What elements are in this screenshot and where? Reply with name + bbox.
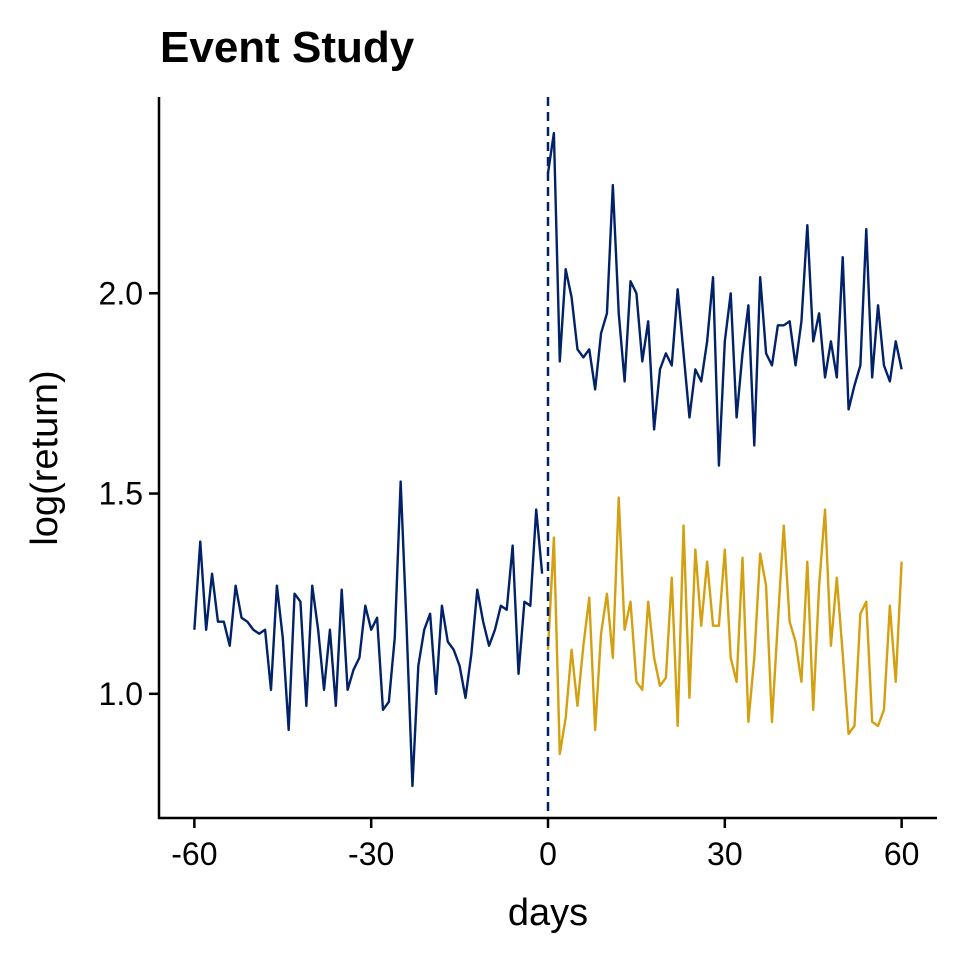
x-ticks: -60 -30 0 30 60 <box>171 818 919 872</box>
x-tick-label: 0 <box>539 836 557 872</box>
y-axis-label: log(return) <box>24 370 66 545</box>
plot-area <box>193 97 903 818</box>
y-tick-label: 2.0 <box>99 275 143 311</box>
series-line-pre-event <box>193 480 544 788</box>
series-line-treated <box>546 131 903 467</box>
axes: -60 -30 0 30 60 1.0 1.5 2.0 <box>99 97 937 872</box>
y-ticks: 1.0 1.5 2.0 <box>99 275 159 712</box>
chart-title: Event Study <box>160 23 415 72</box>
x-tick-label: 60 <box>884 836 920 872</box>
y-tick-label: 1.5 <box>99 476 143 512</box>
y-tick-label: 1.0 <box>99 676 143 712</box>
series-layer <box>193 131 903 788</box>
x-tick-label: -60 <box>171 836 217 872</box>
series-line-control <box>546 496 903 756</box>
x-tick-label: -30 <box>348 836 394 872</box>
x-axis-label: days <box>508 892 588 934</box>
x-tick-label: 30 <box>707 836 743 872</box>
